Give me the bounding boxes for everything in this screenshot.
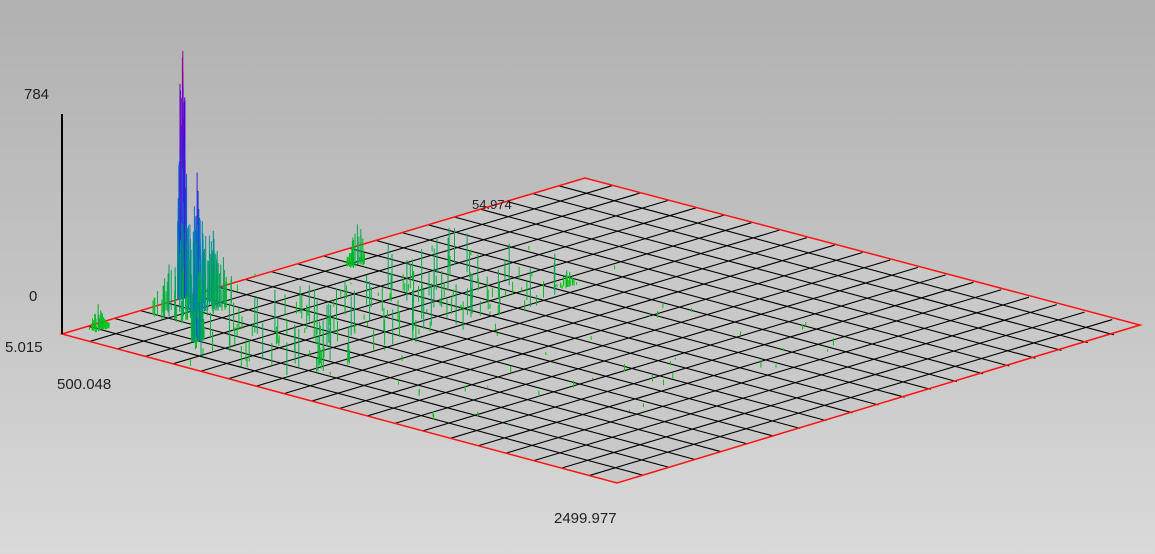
- x-max-label: 2499.977: [554, 510, 617, 527]
- y-min-label: 5.015: [5, 339, 43, 356]
- grid-line-x: [561, 311, 1085, 469]
- x-min-label: 500.048: [57, 376, 111, 393]
- floor-grid: [88, 184, 1114, 477]
- floor-border: [59, 177, 1143, 484]
- grid-line-x: [505, 296, 1030, 454]
- grid-line-y: [480, 208, 1036, 359]
- grid-line-x: [422, 274, 946, 432]
- grid-line-x: [533, 304, 1057, 462]
- spectrum-bars: [88, 50, 834, 426]
- grid-line-y: [427, 224, 984, 375]
- grid-line-y: [375, 239, 931, 390]
- grid-line-y: [532, 193, 1088, 344]
- grid-line-x: [589, 319, 1113, 477]
- peak-annotation: 54.974: [472, 197, 512, 212]
- grid-line-y: [506, 200, 1062, 351]
- grid-line-y: [401, 232, 958, 383]
- z-min-label: 0: [29, 288, 37, 305]
- grid-line-x: [394, 266, 919, 424]
- grid-line-x: [367, 259, 891, 417]
- grid-line-y: [558, 185, 1114, 336]
- grid-line-x: [478, 289, 1002, 447]
- grid-line-y: [454, 216, 1010, 367]
- grid-line-x: [450, 281, 974, 439]
- grid-line-y: [323, 255, 879, 406]
- z-max-label: 784: [24, 86, 49, 103]
